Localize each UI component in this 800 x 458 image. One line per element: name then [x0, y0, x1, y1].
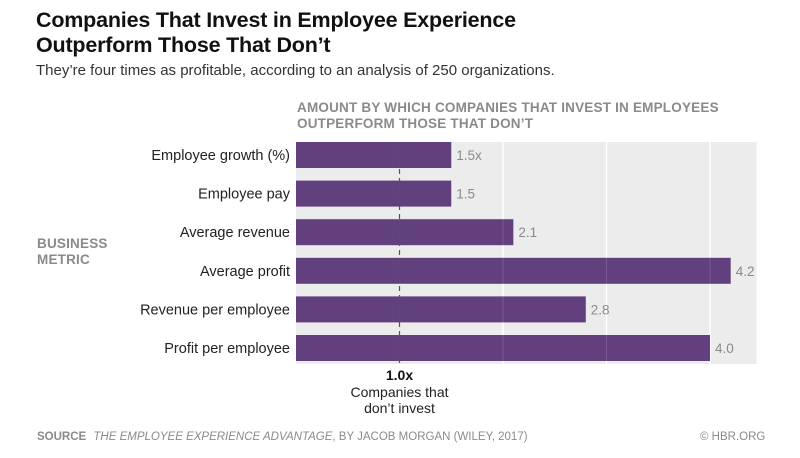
value-label: 4.2 [736, 264, 755, 279]
reference-caption-line1: Companies that [350, 384, 448, 400]
category-label: Profit per employee [164, 341, 290, 357]
category-label: Average profit [200, 264, 290, 280]
category-label: Average revenue [180, 225, 290, 241]
bar [296, 180, 452, 207]
source-label: SOURCE [37, 431, 87, 443]
copyright-credit: © HBR.ORG [700, 431, 766, 443]
bar [296, 296, 586, 323]
reference-caption-line2: don’t invest [364, 400, 435, 416]
value-label: 2.1 [518, 225, 537, 240]
y-axis-title-line1: BUSINESS [37, 236, 108, 251]
category-label: Employee growth (%) [151, 148, 290, 164]
category-label: Employee pay [198, 187, 291, 203]
chart-title-line1: Companies That Invest in Employee Experi… [36, 8, 516, 32]
value-label: 1.5x [456, 148, 482, 163]
value-label: 1.5 [456, 187, 475, 202]
x-axis-title-line1: AMOUNT BY WHICH COMPANIES THAT INVEST IN… [297, 100, 719, 115]
source-note: SOURCE THE EMPLOYEE EXPERIENCE ADVANTAGE… [37, 431, 528, 443]
chart-title-line2: Outperform Those That Don’t [36, 33, 331, 57]
value-label: 4.0 [715, 341, 734, 356]
bar [296, 142, 452, 168]
y-axis-title: BUSINESS METRIC [37, 236, 108, 268]
value-label: 2.8 [591, 302, 610, 317]
chart-title: Companies That Invest in Employee Experi… [36, 8, 516, 58]
bar [296, 257, 731, 284]
reference-label: 1.0x [386, 367, 413, 383]
x-axis-title: AMOUNT BY WHICH COMPANIES THAT INVEST IN… [297, 100, 719, 132]
chart-subtitle: They’re four times as profitable, accord… [36, 62, 555, 79]
bar [296, 219, 514, 246]
x-axis-title-line2: OUTPERFORM THOSE THAT DON’T [297, 116, 534, 131]
y-axis-title-line2: METRIC [37, 252, 90, 267]
source-title: THE EMPLOYEE EXPERIENCE ADVANTAGE [93, 431, 333, 443]
plot-background [296, 142, 757, 364]
source-rest: , BY JACOB MORGAN (WILEY, 2017) [332, 431, 528, 443]
category-label: Revenue per employee [140, 302, 290, 318]
